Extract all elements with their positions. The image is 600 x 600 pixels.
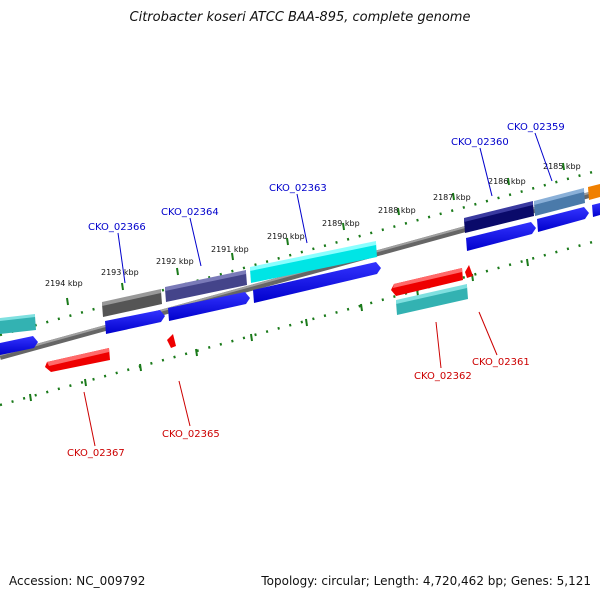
gene-label: CKO_02361 <box>472 357 530 368</box>
gene-label: CKO_02362 <box>414 371 472 382</box>
scale-label: 2194 kbp <box>45 279 83 288</box>
outer-scale-ring <box>0 168 600 337</box>
gene-cog-bar <box>165 270 246 291</box>
gene-cog-bar <box>588 184 600 200</box>
gene-label: CKO_02365 <box>162 429 220 440</box>
cds-arrow <box>167 334 176 348</box>
gene-cog-bar <box>102 291 162 317</box>
scale-label: 2191 kbp <box>211 245 249 254</box>
gene-label: CKO_02366 <box>88 222 146 233</box>
gene-cog-bar <box>102 289 161 306</box>
gene-label: CKO_02359 <box>507 122 565 133</box>
cds-arrow <box>105 310 165 334</box>
gene-cog-bar <box>534 190 585 216</box>
gene-cog-bar <box>250 241 376 271</box>
gene-label: CKO_02364 <box>161 207 219 218</box>
label-leaders-reverse <box>83 311 498 447</box>
scale-label: 2193 kbp <box>101 268 139 277</box>
cds-arrow <box>393 268 462 288</box>
scale-label: 2188 kbp <box>378 206 416 215</box>
cds-arrow <box>592 203 600 217</box>
cds-arrow <box>47 348 109 366</box>
scale-label: 2189 kbp <box>322 219 360 228</box>
cds-arrow <box>253 262 381 303</box>
gene-cog-bar <box>464 201 533 222</box>
cog-lane-reverse <box>396 284 468 315</box>
inner-major-ticks <box>29 258 529 402</box>
map-title: Citrobacter koseri ATCC BAA-895, complet… <box>129 10 471 25</box>
gene-cog-bar <box>534 188 584 205</box>
scale-label: 2192 kbp <box>156 257 194 266</box>
cds-arrow <box>466 222 536 251</box>
scale-label: 2187 kbp <box>433 193 471 202</box>
gene-cog-bar <box>396 284 467 304</box>
cog-lane-forward <box>0 184 600 334</box>
gene-cog-bar <box>464 203 534 233</box>
cds-lane-forward <box>0 203 600 355</box>
cds-arrow <box>465 265 473 278</box>
scale-labels: 2194 kbp 2193 kbp 2192 kbp 2191 kbp 2190… <box>45 162 581 288</box>
scale-label: 2190 kbp <box>267 232 305 241</box>
gene-cog-bar <box>396 286 468 315</box>
accession-text: Accession: NC_009792 <box>9 574 146 588</box>
cds-lane-reverse <box>45 265 473 372</box>
gene-labels-forward: CKO_02366 CKO_02364 CKO_02363 CKO_02360 … <box>88 122 565 233</box>
gene-labels-reverse: CKO_02367 CKO_02365 CKO_02362 CKO_02361 <box>67 357 530 459</box>
scale-label: 2185 kbp <box>543 162 581 171</box>
topology-text: Topology: circular; Length: 4,720,462 bp… <box>261 574 591 588</box>
gene-cog-bar <box>0 314 35 321</box>
outer-major-ticks <box>66 162 565 306</box>
cds-arrow <box>537 207 589 232</box>
label-leaders-forward <box>117 132 553 284</box>
gene-cog-bar <box>0 316 36 334</box>
gene-cog-bar <box>250 243 377 283</box>
gene-cog-bar <box>165 272 247 302</box>
cds-arrow <box>0 336 38 355</box>
gene-label: CKO_02363 <box>269 183 327 194</box>
scale-label: 2186 kbp <box>488 177 526 186</box>
gene-label: CKO_02367 <box>67 448 125 459</box>
cds-arrow <box>168 292 250 321</box>
gene-label: CKO_02360 <box>451 137 509 148</box>
